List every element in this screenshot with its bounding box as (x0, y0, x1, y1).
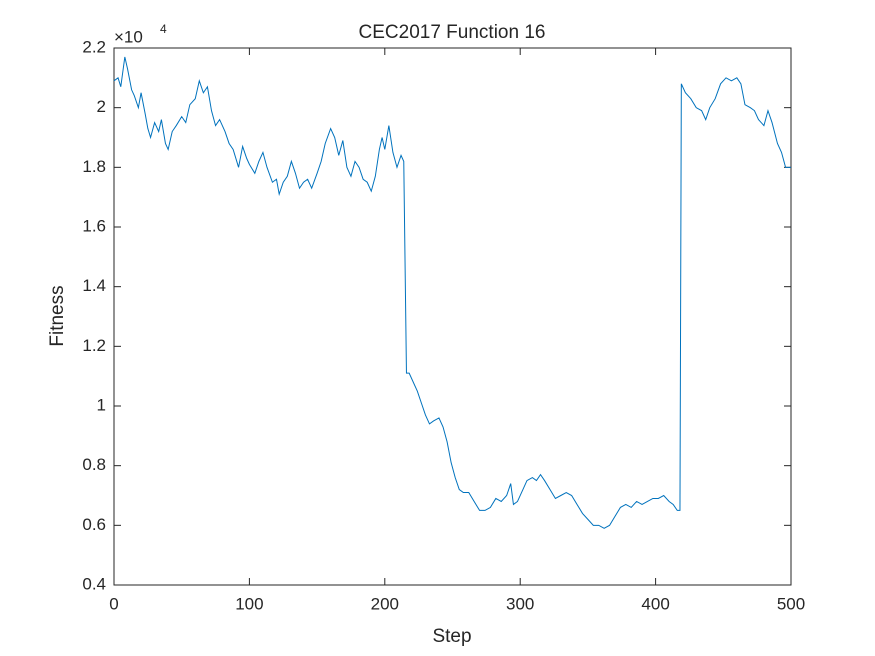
y-tick-label: 1.4 (82, 276, 106, 295)
x-tick-label: 200 (371, 594, 399, 613)
y-tick-label: 0.4 (82, 574, 106, 593)
x-tick-label: 300 (506, 594, 534, 613)
y-multiplier: ×10 (114, 27, 143, 46)
y-tick-label: 1 (97, 395, 106, 414)
y-tick-label: 2.2 (82, 37, 106, 56)
chart-title: CEC2017 Function 16 (359, 22, 546, 43)
x-axis-label: Step (432, 626, 471, 647)
x-tick-label: 100 (235, 594, 263, 613)
y-tick-label: 1.8 (82, 157, 106, 176)
plot-area (113, 47, 792, 586)
y-multiplier-exponent: 4 (160, 22, 167, 36)
y-tick-label: 1.6 (82, 216, 106, 235)
x-tick-label: 0 (109, 594, 118, 613)
x-tick-label: 400 (641, 594, 669, 613)
y-axis-label: Fitness (47, 285, 68, 346)
y-tick-label: 0.6 (82, 515, 106, 534)
y-tick-label: 1.2 (82, 336, 106, 355)
y-tick-label: 0.8 (82, 455, 106, 474)
x-tick-label: 500 (777, 594, 805, 613)
data-line (113, 56, 791, 529)
y-tick-label: 2 (97, 97, 106, 116)
